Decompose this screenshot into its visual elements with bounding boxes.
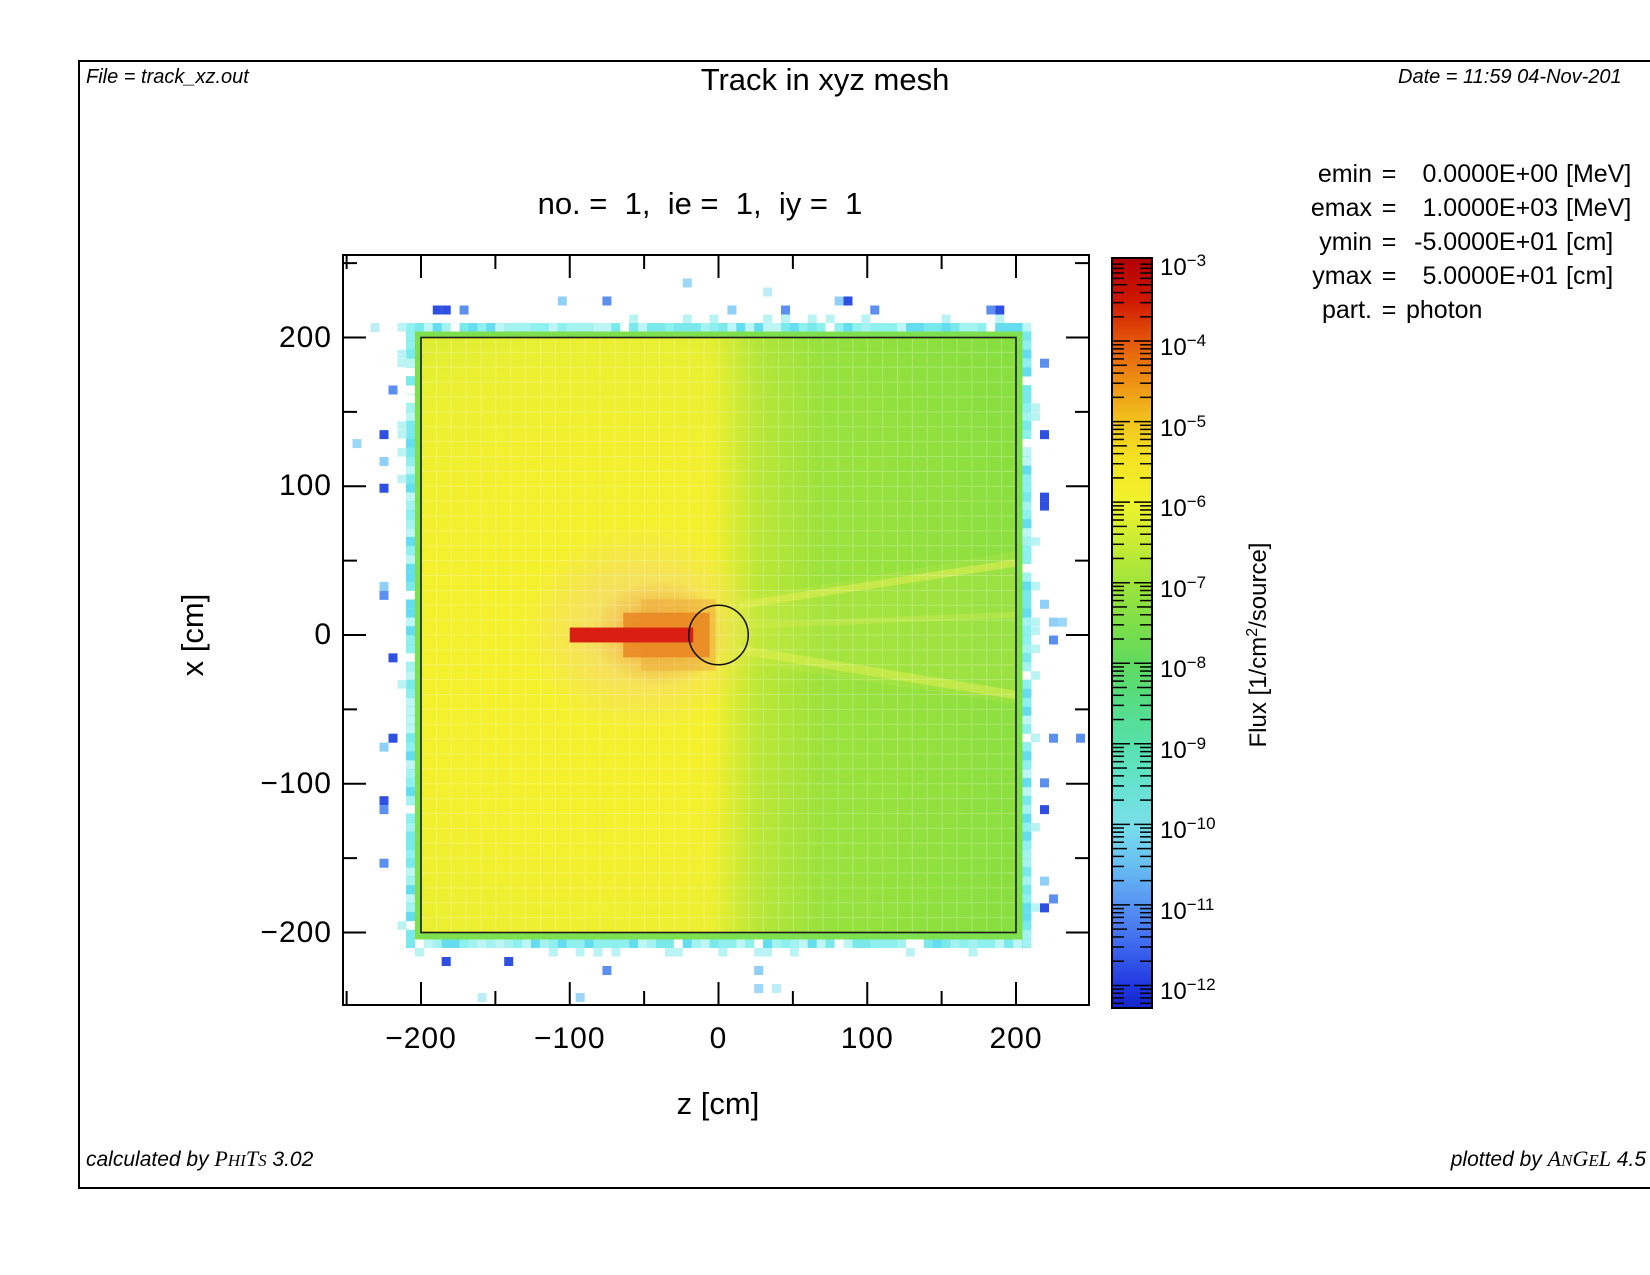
page-border <box>78 60 1650 1189</box>
colorbar-ticks <box>1113 263 1151 1005</box>
info-value: 1.0000E+03 <box>1422 194 1558 222</box>
info-equals: = <box>1381 160 1397 188</box>
info-label: part. <box>1321 296 1372 324</box>
info-label: ymin <box>1319 228 1372 256</box>
info-row-ymax: ymax = 5.0000E+01 [cm] <box>1290 259 1631 293</box>
x-axis-title: z [cm] <box>676 1086 760 1121</box>
footer-right-suffix: 4.5 <box>1610 1148 1646 1171</box>
info-row-emax: emax = 1.0000E+03 [MeV] <box>1290 191 1631 225</box>
file-label: File = track_xz.out <box>86 66 249 88</box>
footer-right-prefix: plotted by <box>1450 1148 1548 1171</box>
footer-left-suffix: 3.02 <box>266 1148 314 1171</box>
colorbar-title: Flux [1/cm2/source] <box>1244 542 1272 748</box>
info-unit: [MeV] <box>1566 160 1632 188</box>
info-equals: = <box>1381 262 1397 290</box>
mesh-boundary <box>420 336 1017 934</box>
page-title: Track in xyz mesh <box>700 62 950 97</box>
scatter-wedge <box>736 548 1031 707</box>
footer-calculated-by: calculated by PHITS 3.02 <box>86 1146 313 1172</box>
beam-track <box>569 627 694 643</box>
phits-logo-text: PHITS <box>214 1146 267 1171</box>
info-unit: [cm] <box>1566 262 1614 290</box>
scatter-ray <box>739 645 1031 702</box>
info-value: 0.0000E+00 <box>1422 160 1558 188</box>
scatter-ray <box>739 556 1031 609</box>
edge-speckles <box>352 278 1085 1002</box>
edge-green-band <box>414 331 1023 940</box>
info-label: emax <box>1310 194 1372 222</box>
info-value: -5.0000E+01 <box>1414 228 1558 256</box>
info-equals: = <box>1381 228 1397 256</box>
y-axis-title: x [cm] <box>175 593 210 677</box>
angel-logo-text: ANGEL <box>1547 1146 1611 1171</box>
plot-subtitle: no. = 1, ie = 1, iy = 1 <box>537 186 863 221</box>
info-row-part: part. = photon <box>1290 293 1631 327</box>
footer-left-prefix: calculated by <box>86 1148 215 1171</box>
heatmap <box>406 323 1031 948</box>
target-circle <box>688 604 749 666</box>
info-unit: [MeV] <box>1566 194 1632 222</box>
info-value: 5.0000E+01 <box>1422 262 1558 290</box>
info-label: ymax <box>1312 262 1372 290</box>
info-row-ymin: ymin = -5.0000E+01 [cm] <box>1290 225 1631 259</box>
scatter-ray <box>742 611 1031 630</box>
info-panel: emin = 0.0000E+00 [MeV] emax = 1.0000E+03 [MeV]… <box>1290 157 1631 327</box>
axis-ticks <box>344 256 1088 1004</box>
info-value: photon <box>1406 296 1483 324</box>
info-equals: = <box>1381 296 1397 324</box>
colorbar <box>1111 257 1153 1009</box>
info-label: emin <box>1317 160 1372 188</box>
axes-frame <box>342 254 1090 1006</box>
date-label: Date = 11:59 04-Nov-201 <box>1398 66 1622 88</box>
info-row-emin: emin = 0.0000E+00 [MeV] <box>1290 157 1631 191</box>
footer-plotted-by: plotted by ANGEL 4.5 <box>1451 1146 1646 1172</box>
info-unit: [cm] <box>1566 228 1614 256</box>
info-equals: = <box>1381 194 1397 222</box>
